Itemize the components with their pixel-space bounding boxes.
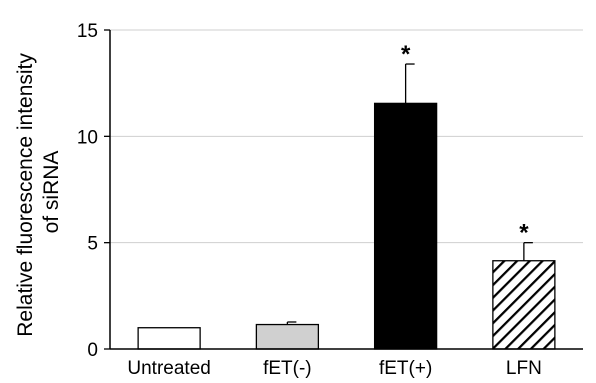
x-tick-label: fET(-) xyxy=(263,358,312,378)
x-tick-label: Untreated xyxy=(127,358,210,378)
x-tick-label: LFN xyxy=(506,358,542,378)
y-tick-label: 0 xyxy=(87,340,98,361)
y-axis-label: Relative fluorescence intensity of siRNA xyxy=(14,47,63,337)
y-axis-label-line-2: of siRNA xyxy=(40,151,63,234)
bar-untreated xyxy=(137,327,201,350)
x-tick-label: fET(+) xyxy=(379,358,432,378)
bar-fet xyxy=(373,102,438,350)
bar-lfn xyxy=(492,260,556,350)
y-tick-label: 5 xyxy=(87,234,98,255)
gridlines xyxy=(110,29,583,244)
significance-marker: * xyxy=(519,220,529,247)
significance-marker: * xyxy=(401,41,411,68)
y-tick-label: 15 xyxy=(77,21,98,42)
y-tick-label: 10 xyxy=(77,127,98,148)
y-axis-label-line-1: Relative fluorescence intensity xyxy=(14,53,37,337)
labels: 0 5 10 15 Untreated fET(-) * fET(+) * LFN xyxy=(77,21,542,379)
axes xyxy=(104,29,583,350)
bars xyxy=(137,63,556,350)
bar-fet xyxy=(255,323,320,350)
